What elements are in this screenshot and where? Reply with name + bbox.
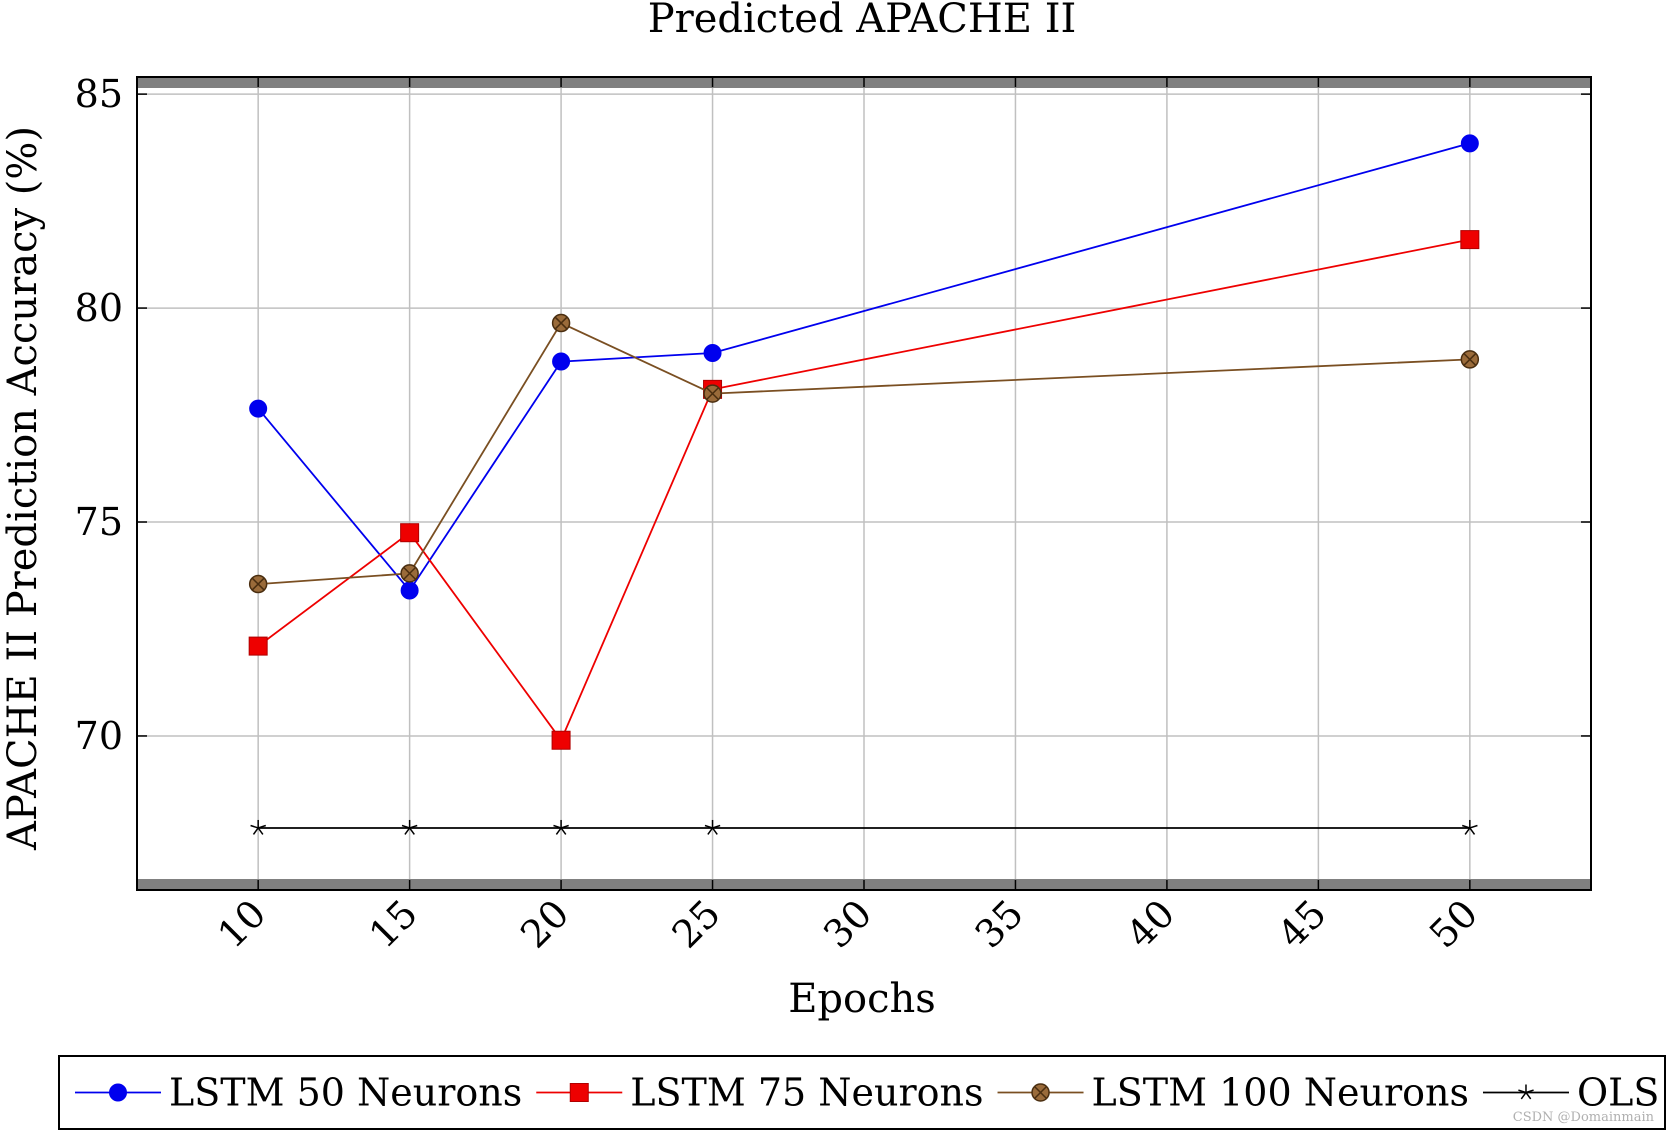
marker-cross <box>706 387 720 401</box>
marker-cross <box>554 316 568 330</box>
data-point <box>703 343 722 362</box>
x-tick-label: 10 <box>209 891 274 956</box>
x-tick-label: 40 <box>1118 891 1183 956</box>
chart-title: Predicted APACHE II <box>648 0 1077 42</box>
data-point <box>400 564 419 583</box>
marker-spoke <box>712 824 721 829</box>
marker-spoke <box>555 827 562 835</box>
marker-spoke <box>1469 827 1476 835</box>
series-1 <box>249 134 1479 600</box>
legend-label: OLS <box>1577 1071 1659 1115</box>
marker-cross <box>403 566 417 580</box>
series-2 <box>248 230 1480 750</box>
marker-spoke <box>560 827 567 835</box>
marker-spoke <box>711 827 718 835</box>
marker-spoke <box>257 824 267 829</box>
legend-label: LSTM 100 Neurons <box>1092 1071 1469 1115</box>
marker-spoke <box>409 827 415 835</box>
data-point <box>400 523 420 543</box>
marker-cross <box>1034 1085 1048 1100</box>
data-point <box>249 399 268 418</box>
data-point <box>553 819 569 835</box>
marker-spoke <box>409 824 418 829</box>
legend-box <box>58 1055 1666 1130</box>
marker-spoke <box>401 824 410 829</box>
marker-spoke <box>707 827 714 835</box>
data-point <box>400 581 419 600</box>
legend-label: LSTM 75 Neurons <box>630 1071 983 1115</box>
marker-spoke <box>1520 1092 1527 1100</box>
marker-spoke <box>252 827 259 835</box>
legend-label: LSTM 50 Neurons <box>169 1071 522 1115</box>
marker-spoke <box>404 827 411 835</box>
marker-spoke <box>1525 1089 1534 1094</box>
x-axis-label: Epochs <box>788 976 936 1022</box>
watermark-text: CSDN @Domainmain <box>1513 1110 1655 1125</box>
data-point <box>551 313 571 333</box>
legend-item-3: LSTM 100 Neurons <box>997 1071 1469 1115</box>
data-point <box>1460 350 1480 369</box>
data-point <box>1460 230 1480 250</box>
series-4 <box>250 819 1478 835</box>
grid-lines <box>137 77 1591 890</box>
x-tick-label: 30 <box>815 891 880 956</box>
data-point <box>703 384 722 403</box>
y-tick-label: 70 <box>75 714 123 758</box>
data-point <box>401 819 418 835</box>
marker-spoke <box>704 824 713 829</box>
marker-spoke <box>1469 824 1478 829</box>
y-tick-label: 80 <box>75 286 123 330</box>
data-point <box>250 819 267 835</box>
legend: LSTM 50 Neurons LSTM 75 Neurons LSTM 100 N… <box>58 1055 1666 1130</box>
marker-spoke <box>257 827 264 835</box>
marker-spoke <box>250 824 259 829</box>
x-tick-label: 25 <box>664 891 729 956</box>
marker-spoke <box>1464 827 1471 835</box>
data-point <box>248 574 268 594</box>
legend-marker <box>569 1083 589 1102</box>
legend-item-2: LSTM 75 Neurons <box>536 1071 984 1115</box>
marker-spoke <box>1461 824 1471 829</box>
marker-spoke <box>1518 1089 1527 1094</box>
legend-marker <box>1518 1084 1534 1100</box>
data-point <box>552 352 571 371</box>
legend-item-1: LSTM 50 Neurons <box>75 1071 522 1115</box>
series-3 <box>248 313 1480 594</box>
marker-cross <box>251 577 265 591</box>
x-tick-label: 20 <box>512 891 577 956</box>
marker-spoke <box>553 824 562 829</box>
legend-marker <box>1031 1083 1050 1102</box>
y-axis-label: APACHE II Prediction Accuracy (%) <box>0 126 46 851</box>
marker-spoke <box>560 824 569 829</box>
data-point <box>248 636 268 656</box>
data-point <box>704 819 721 835</box>
series-layer <box>248 134 1480 835</box>
data-point <box>1460 134 1479 153</box>
legend-marker <box>109 1083 127 1102</box>
x-tick-label: 45 <box>1269 891 1334 956</box>
x-tick-label: 15 <box>361 891 426 956</box>
y-tick-label: 85 <box>75 72 123 116</box>
marker-spoke <box>1525 1092 1532 1100</box>
legend-item-4: OLS <box>1482 1071 1659 1115</box>
y-axis-ticks: 70 75 80 85 <box>75 72 1591 758</box>
y-tick-label: 75 <box>75 500 123 544</box>
x-tick-label: 35 <box>967 891 1032 956</box>
data-point <box>551 730 571 750</box>
marker-cross <box>1463 352 1477 366</box>
data-point <box>1461 819 1478 835</box>
x-tick-label: 50 <box>1421 891 1486 956</box>
